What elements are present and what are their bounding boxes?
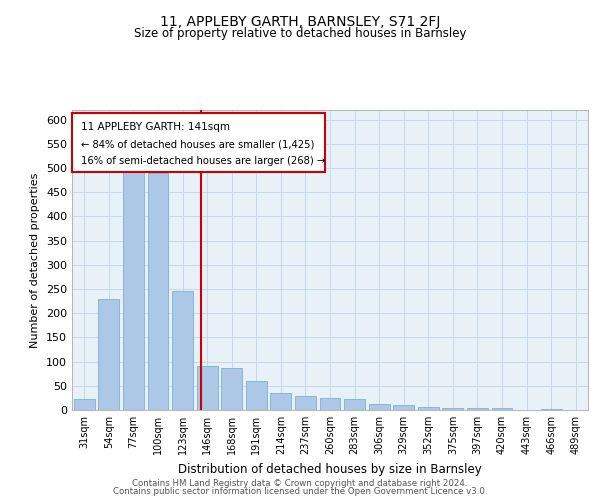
Text: 11 APPLEBY GARTH: 141sqm: 11 APPLEBY GARTH: 141sqm	[81, 122, 230, 132]
Text: Contains HM Land Registry data © Crown copyright and database right 2024.: Contains HM Land Registry data © Crown c…	[132, 478, 468, 488]
Y-axis label: Number of detached properties: Number of detached properties	[31, 172, 40, 348]
Bar	[320, 398, 340, 410]
Bar	[221, 368, 242, 410]
Bar	[491, 408, 512, 410]
Bar	[418, 406, 439, 410]
Bar	[74, 400, 95, 410]
FancyBboxPatch shape	[72, 113, 325, 172]
Bar	[442, 408, 463, 410]
Bar	[393, 405, 414, 410]
Text: 11, APPLEBY GARTH, BARNSLEY, S71 2FJ: 11, APPLEBY GARTH, BARNSLEY, S71 2FJ	[160, 15, 440, 29]
Text: Size of property relative to detached houses in Barnsley: Size of property relative to detached ho…	[134, 28, 466, 40]
Bar	[541, 408, 562, 410]
Bar	[467, 408, 488, 410]
Bar	[344, 399, 365, 410]
Bar	[148, 173, 169, 410]
Text: ← 84% of detached houses are smaller (1,425): ← 84% of detached houses are smaller (1,…	[81, 139, 314, 149]
Bar	[98, 298, 119, 410]
Bar	[246, 381, 267, 410]
Bar	[172, 292, 193, 410]
Bar	[271, 393, 292, 410]
Bar	[197, 366, 218, 410]
Text: Contains public sector information licensed under the Open Government Licence v3: Contains public sector information licen…	[113, 487, 487, 496]
X-axis label: Distribution of detached houses by size in Barnsley: Distribution of detached houses by size …	[178, 462, 482, 475]
Text: 16% of semi-detached houses are larger (268) →: 16% of semi-detached houses are larger (…	[81, 156, 325, 166]
Bar	[295, 396, 316, 410]
Bar	[368, 404, 389, 410]
Bar	[123, 168, 144, 410]
